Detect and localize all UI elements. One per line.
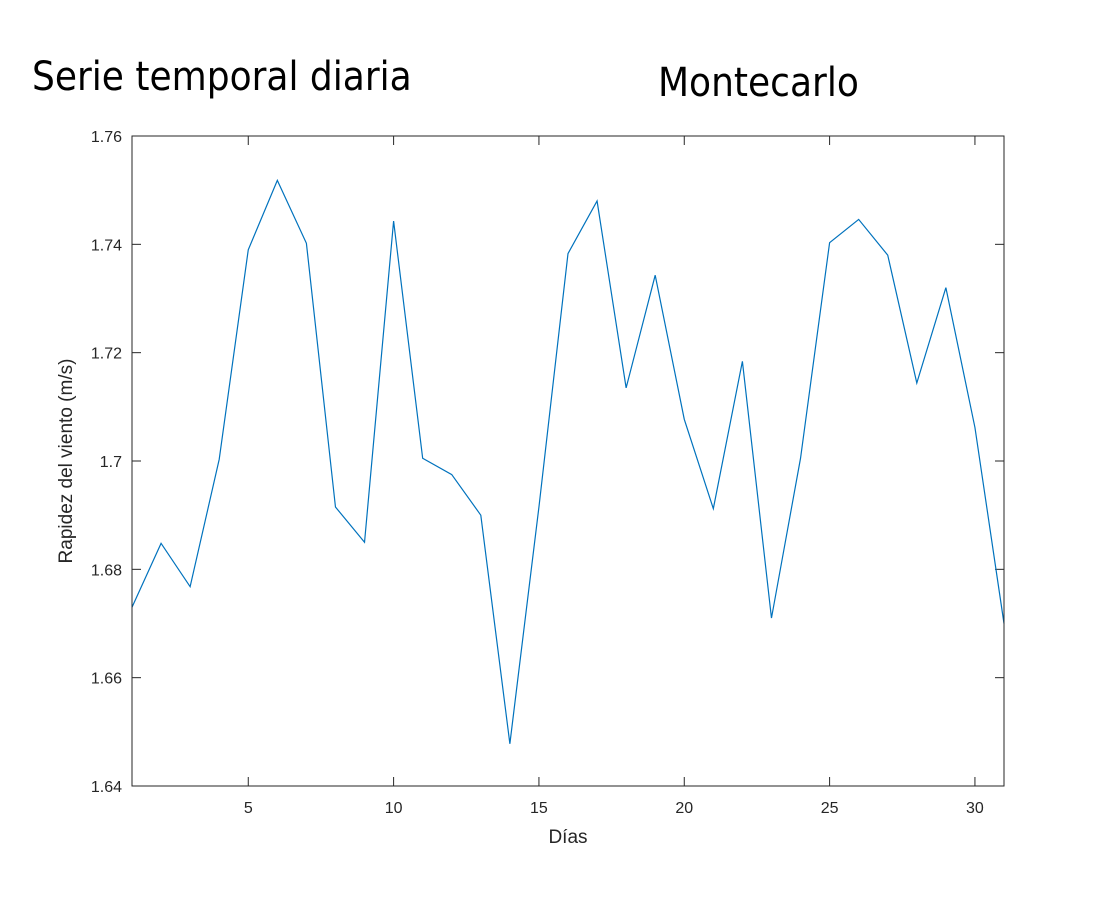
tick-labels: 5 10 15 20 25 30 1.64 1.66 1.68 1.7 1.72 1.74 1.76 [91,129,984,817]
y-tick-label: 1.7 [100,454,122,471]
figure-title: Serie temporal diaria [32,54,412,100]
x-tick-label: 30 [966,800,984,817]
plot-area [132,136,1004,786]
series-line [131,178,1005,744]
y-tick-label: 1.64 [91,779,122,796]
y-tick-label: 1.72 [91,346,122,363]
x-tick-label: 20 [675,800,693,817]
x-tick-label: 15 [530,800,548,817]
y-tick-label: 1.76 [91,129,122,146]
y-axis-label: Rapidez del viento (m/s) [56,359,77,564]
x-tick-label: 10 [385,800,403,817]
x-tick-label: 25 [821,800,839,817]
location-title: Montecarlo [658,60,859,106]
x-axis-label: Días [548,827,587,848]
y-tick-label: 1.66 [91,671,122,688]
y-tick-label: 1.74 [91,237,122,254]
y-tick-label: 1.68 [91,562,122,579]
axes-box [131,135,1005,787]
x-tick-label: 5 [244,800,253,817]
